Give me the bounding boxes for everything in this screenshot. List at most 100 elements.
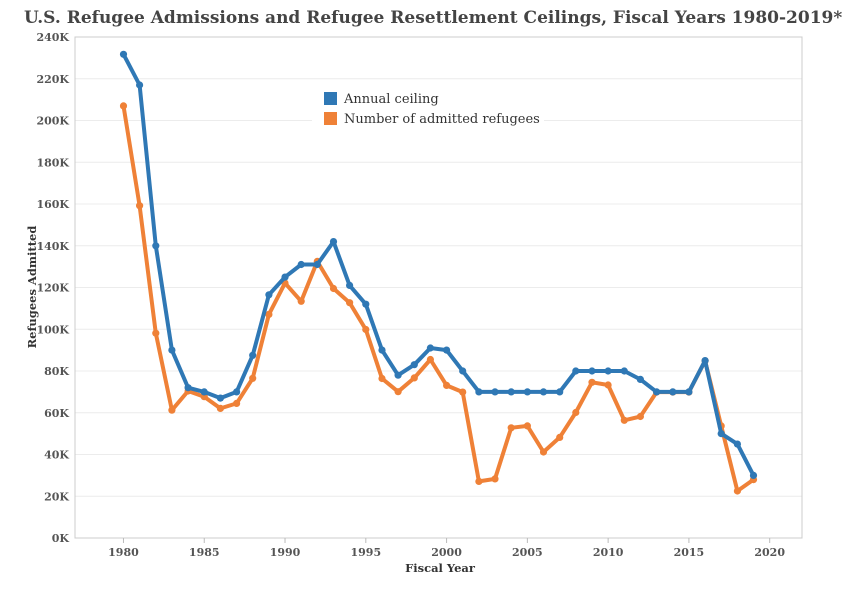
data-point-ceiling <box>265 291 273 299</box>
plot-frame <box>74 36 803 539</box>
y-tick-label: 220K <box>36 73 69 86</box>
data-point-ceiling <box>604 367 612 375</box>
y-tick-label: 120K <box>36 282 69 295</box>
y-tick-label: 80K <box>44 365 69 378</box>
x-tick-label: 2010 <box>593 546 624 559</box>
x-tick-label: 2000 <box>431 546 462 559</box>
data-point-ceiling <box>491 388 499 396</box>
data-point-ceiling <box>249 351 257 359</box>
series-layer <box>119 50 758 495</box>
data-point-ceiling <box>475 388 483 396</box>
data-point-ceiling <box>443 346 451 354</box>
data-point-admitted <box>572 408 580 417</box>
data-point-ceiling <box>394 371 402 379</box>
data-point-ceiling <box>749 471 758 479</box>
data-point-admitted <box>233 399 241 407</box>
x-tick-label: 2005 <box>512 546 543 559</box>
data-point-ceiling <box>136 81 144 89</box>
data-point-ceiling <box>426 344 434 352</box>
data-point-admitted <box>410 374 418 382</box>
legend-background <box>312 85 544 131</box>
data-point-admitted <box>523 422 532 430</box>
data-point-admitted <box>329 284 338 293</box>
data-point-admitted <box>346 299 354 307</box>
y-tick-label: 20K <box>44 490 69 503</box>
data-point-ceiling <box>717 430 725 438</box>
data-point-admitted <box>733 487 742 495</box>
chart-title: U.S. Refugee Admissions and Refugee Rese… <box>24 8 843 28</box>
data-point-admitted <box>168 406 176 414</box>
data-point-ceiling <box>556 388 564 396</box>
data-point-admitted <box>443 381 451 389</box>
series-admitted <box>119 102 758 495</box>
x-tick-label: 1980 <box>108 546 139 559</box>
y-axis-ticks: 0K 20K 40K 60K 80K 100K 120K 140K 160K 180K 200K 22… <box>36 31 69 545</box>
data-point-ceiling <box>523 388 532 396</box>
data-point-ceiling <box>459 367 467 375</box>
legend-swatch-ceiling <box>324 92 337 105</box>
legend-label-ceiling: Annual ceiling <box>343 92 439 107</box>
series-line-admitted <box>121 103 756 493</box>
data-point-admitted <box>636 412 645 421</box>
data-point-ceiling <box>685 388 693 396</box>
data-point-ceiling <box>119 50 128 58</box>
x-tick-label: 1995 <box>350 546 381 559</box>
y-tick-label: 200K <box>36 115 69 128</box>
y-tick-label: 140K <box>36 240 69 253</box>
data-point-admitted <box>119 102 128 110</box>
data-point-admitted <box>362 325 370 334</box>
data-point-ceiling <box>669 388 677 396</box>
y-tick-label: 0K <box>52 532 70 545</box>
data-point-admitted <box>604 381 612 389</box>
x-tick-label: 2020 <box>754 546 785 559</box>
data-point-admitted <box>297 297 305 305</box>
data-point-admitted <box>588 378 596 386</box>
data-point-admitted <box>539 448 548 456</box>
data-point-admitted <box>394 388 402 396</box>
data-point-admitted <box>426 355 434 364</box>
data-point-admitted <box>507 424 515 432</box>
data-point-admitted <box>459 388 467 396</box>
x-tick-label: 1985 <box>189 546 220 559</box>
x-tick-label: 2015 <box>674 546 705 559</box>
data-point-ceiling <box>216 394 224 402</box>
data-point-ceiling <box>653 388 661 396</box>
data-point-ceiling <box>378 346 386 354</box>
data-point-ceiling <box>507 388 515 396</box>
y-tick-label: 60K <box>44 407 69 420</box>
data-point-ceiling <box>620 367 628 375</box>
data-point-admitted <box>249 374 257 382</box>
data-point-ceiling <box>701 357 709 365</box>
y-axis-label: Refugees Admitted <box>25 226 39 349</box>
y-tick-label: 100K <box>36 323 69 336</box>
data-point-ceiling <box>152 242 160 250</box>
data-point-ceiling <box>313 260 321 269</box>
data-point-admitted <box>475 477 483 485</box>
data-point-admitted <box>620 416 628 424</box>
data-point-admitted <box>152 329 160 337</box>
data-point-admitted <box>216 404 224 412</box>
data-point-ceiling <box>346 281 354 289</box>
data-point-ceiling <box>281 273 289 281</box>
data-point-ceiling <box>200 388 208 396</box>
data-point-admitted <box>556 433 564 441</box>
data-point-admitted <box>265 310 273 318</box>
data-point-ceiling <box>588 367 596 375</box>
legend: Annual ceiling Number of admitted refugee… <box>312 85 544 131</box>
data-point-ceiling <box>362 300 370 308</box>
x-axis-ticks: 1980 1985 1990 1995 2000 2005 2010 2015 2020 <box>108 538 785 559</box>
data-point-admitted <box>378 374 386 383</box>
series-ceiling <box>119 50 758 479</box>
y-tick-label: 240K <box>36 31 69 44</box>
data-point-ceiling <box>297 260 305 269</box>
series-line-ceiling <box>121 52 756 478</box>
data-point-ceiling <box>410 361 418 369</box>
data-point-admitted <box>136 202 144 210</box>
data-point-ceiling <box>733 440 742 448</box>
data-point-ceiling <box>184 384 192 392</box>
data-point-ceiling <box>539 388 548 396</box>
data-point-ceiling <box>572 367 580 375</box>
y-tick-label: 40K <box>44 449 69 462</box>
data-point-ceiling <box>168 346 176 354</box>
x-tick-label: 1990 <box>270 546 301 559</box>
